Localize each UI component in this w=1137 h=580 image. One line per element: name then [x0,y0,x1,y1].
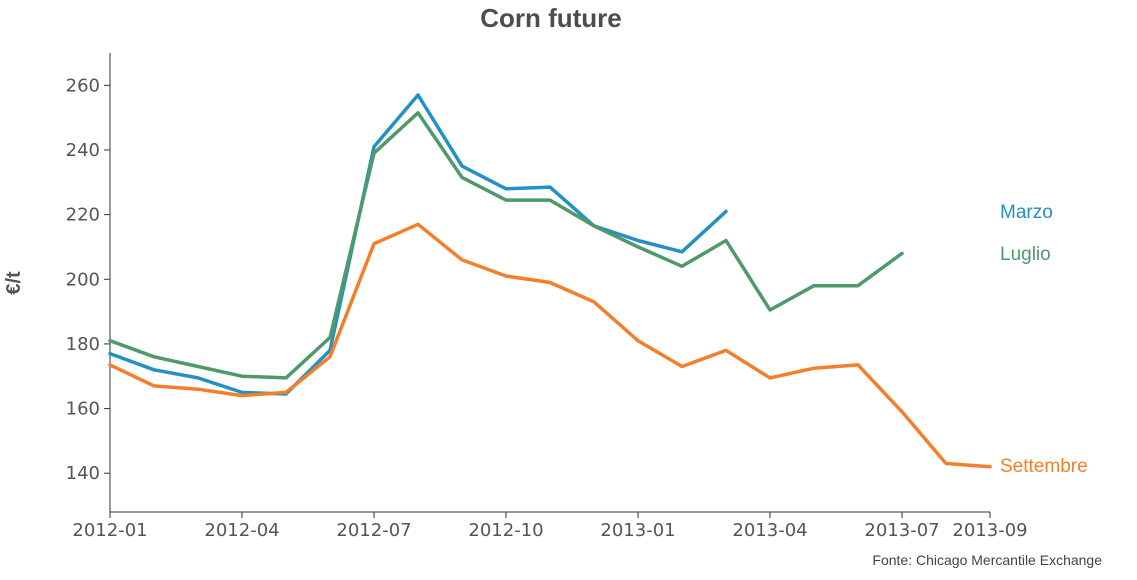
y-tick-label: 220 [66,205,100,226]
chart-title: Corn future [480,3,622,33]
x-ticks: 2012-01 2012-04 2012-07 2012-10 2013-01 2013-… [72,512,1028,541]
source-note: Fonte: Chicago Mercantile Exchange [872,552,1102,568]
x-tick-label: 2012-04 [204,520,279,541]
x-tick-label: 2013-01 [600,520,675,541]
series-line-settembre [108,222,992,469]
y-tick-label: 240 [66,140,100,161]
series-label-marzo: Marzo [1000,202,1053,223]
x-tick-label: 2013-04 [732,520,807,541]
series-line-luglio [108,111,904,380]
y-tick-label: 160 [66,399,100,420]
series-line-marzo [108,93,728,396]
series-label-luglio: Luglio [1000,244,1051,265]
y-ticks: 140 160 180 200 220 240 260 [66,75,110,484]
x-tick-label: 2012-10 [468,520,543,541]
x-tick-label: 2012-01 [72,520,147,541]
series-labels: Marzo Luglio Settembre [1000,202,1088,477]
x-tick-label: 2013-09 [952,520,1027,541]
series-label-settembre: Settembre [1000,456,1088,477]
x-tick-label: 2012-07 [336,520,411,541]
y-axis-label: €/t [3,271,25,295]
y-tick-label: 140 [66,463,100,484]
y-tick-label: 200 [66,269,100,290]
series-lines [108,93,992,469]
y-tick-label: 260 [66,75,100,96]
x-tick-label: 2013-07 [864,520,939,541]
y-tick-label: 180 [66,334,100,355]
